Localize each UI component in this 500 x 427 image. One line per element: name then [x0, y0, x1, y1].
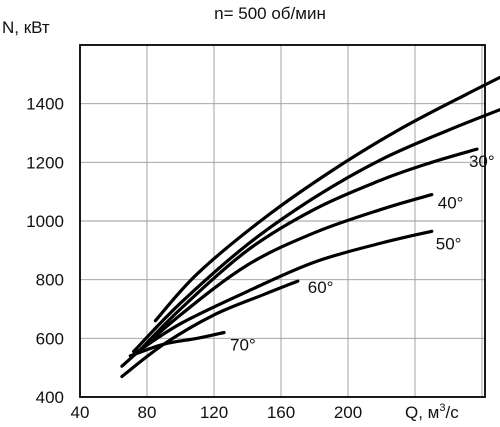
curve-label: 70° — [230, 335, 256, 354]
x-axis-label: Q, м3/с — [405, 402, 459, 422]
y-axis-label: N, кВт — [2, 18, 50, 37]
y-tick-label: 600 — [36, 329, 64, 348]
y-tick-label: 1400 — [26, 95, 64, 114]
x-axis-label-main: Q, м — [405, 403, 439, 422]
x-tick-label: 200 — [334, 403, 362, 422]
curve-line — [120, 193, 434, 368]
curve-label: 50° — [436, 234, 462, 253]
curve-label: 40° — [438, 194, 464, 213]
x-tick-label: 160 — [267, 403, 295, 422]
x-tick-label: 40 — [71, 403, 90, 422]
chart-title: n= 500 об/мин — [214, 4, 326, 23]
curve-line — [137, 147, 479, 354]
y-tick-label: 800 — [36, 271, 64, 290]
curve-line — [153, 75, 500, 323]
x-tick-label: 120 — [200, 403, 228, 422]
plot-frame — [79, 44, 486, 398]
curves — [120, 75, 500, 379]
curve-line — [132, 229, 434, 357]
y-tick-label: 400 — [36, 388, 64, 407]
x-axis-label-tail: /с — [445, 403, 459, 422]
curve-labels: 0°20°30°40°50°60°70° — [230, 152, 495, 354]
y-tick-label: 1200 — [26, 153, 64, 172]
curve-line — [120, 279, 300, 379]
x-axis-label-sup: 3 — [439, 402, 445, 414]
tick-labels: 40 80 120 160 200 400 600 800 1000 1200 1400 — [26, 95, 362, 422]
x-tick-label: 80 — [138, 403, 157, 422]
curve-line — [132, 107, 500, 354]
curve-label: 60° — [308, 278, 334, 297]
y-tick-label: 1000 — [26, 212, 64, 231]
curve-label: 30° — [469, 152, 495, 171]
curve-line — [128, 330, 226, 358]
